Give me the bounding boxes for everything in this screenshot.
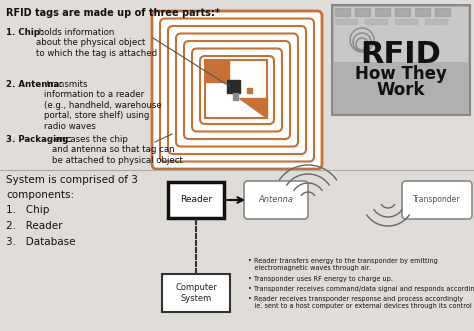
Bar <box>332 5 470 115</box>
Text: Antenna: Antenna <box>258 196 293 205</box>
Text: How They: How They <box>355 65 447 83</box>
Text: 2. Antenna:: 2. Antenna: <box>6 80 63 89</box>
Text: • Transponder uses RF energy to charge up.: • Transponder uses RF energy to charge u… <box>248 276 393 282</box>
Bar <box>334 7 468 62</box>
Bar <box>435 8 450 16</box>
Bar <box>375 8 390 16</box>
FancyBboxPatch shape <box>244 181 308 219</box>
Text: encases the chip
and antenna so that tag can
be attached to physical object: encases the chip and antenna so that tag… <box>52 135 183 165</box>
Text: RFID tags are made up of three parts:*: RFID tags are made up of three parts:* <box>6 8 220 18</box>
Text: transmits
information to a reader
(e.g., handheld, warehouse
portal, store shelf: transmits information to a reader (e.g.,… <box>44 80 162 131</box>
Bar <box>425 19 447 24</box>
Bar <box>227 80 240 93</box>
Bar <box>365 19 387 24</box>
Text: • Reader receives transponder response and process accordingly
   ie. sent to a : • Reader receives transponder response a… <box>248 296 474 309</box>
Bar <box>162 274 230 312</box>
FancyBboxPatch shape <box>402 181 472 219</box>
Text: 1.   Chip: 1. Chip <box>6 205 49 215</box>
Bar <box>335 8 350 16</box>
Bar <box>415 8 430 16</box>
Bar <box>205 60 267 118</box>
Text: Reader: Reader <box>180 196 212 205</box>
Text: System is comprised of 3: System is comprised of 3 <box>6 175 138 185</box>
Text: • Transponder receives command/data signal and responds accordingly: • Transponder receives command/data sign… <box>248 286 474 292</box>
Polygon shape <box>239 98 267 118</box>
Bar <box>168 182 224 218</box>
Text: • Reader transfers energy to the transponder by emitting
   electromagnetic wave: • Reader transfers energy to the transpo… <box>248 258 438 271</box>
FancyBboxPatch shape <box>152 11 322 169</box>
Text: RFID: RFID <box>361 40 441 69</box>
Bar <box>233 93 238 100</box>
Text: components:: components: <box>6 190 74 200</box>
Bar <box>395 8 410 16</box>
Text: 3. Packaging:: 3. Packaging: <box>6 135 72 144</box>
Text: 2.   Reader: 2. Reader <box>6 221 63 231</box>
Bar <box>247 88 252 93</box>
Text: 3.   Database: 3. Database <box>6 237 75 247</box>
Text: Computer
System: Computer System <box>175 283 217 304</box>
Bar <box>395 19 417 24</box>
Text: Transponder: Transponder <box>413 196 461 205</box>
Text: 1. Chip:: 1. Chip: <box>6 28 44 37</box>
Text: Work: Work <box>377 81 425 99</box>
Text: holds information
about the physical object
to which the tag is attached: holds information about the physical obj… <box>36 28 157 58</box>
Bar <box>335 19 357 24</box>
Bar <box>205 60 229 82</box>
Bar <box>355 8 370 16</box>
